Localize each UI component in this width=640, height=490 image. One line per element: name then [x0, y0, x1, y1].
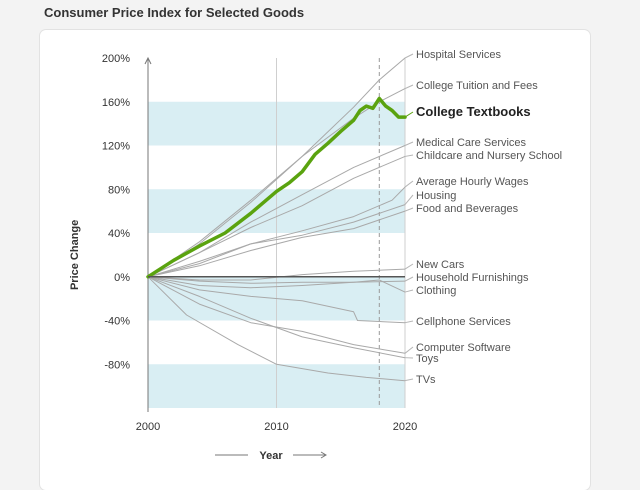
series-label: New Cars	[416, 259, 465, 271]
y-tick-label: -40%	[104, 316, 130, 328]
leader-line	[405, 155, 413, 156]
series-label: Childcare and Nursery School	[416, 150, 562, 162]
y-tick-label: 200%	[102, 53, 130, 65]
y-tick-label: 40%	[108, 228, 130, 240]
y-tick-label: 120%	[102, 141, 130, 153]
x-tick-label: 2010	[264, 421, 288, 433]
leader-line	[405, 208, 413, 211]
leader-line	[405, 195, 413, 205]
leader-line	[405, 290, 413, 292]
series-label: Housing	[416, 190, 456, 202]
x-axis-title: Year	[259, 450, 283, 462]
y-tick-label: -80%	[104, 359, 130, 371]
leader-line	[405, 347, 413, 353]
leader-line	[405, 321, 413, 323]
leader-line	[405, 85, 413, 89]
series-label: Clothing	[416, 285, 456, 297]
y-axis-title: Price Change	[69, 220, 81, 290]
leader-line	[405, 264, 413, 269]
leader-line	[405, 181, 413, 187]
cpi-line-chart: 200% 160% 120% 80% 40% 0% -40% -80% 2000 2010 2020…	[40, 30, 590, 490]
series-label: Household Furnishings	[416, 272, 529, 284]
leader-line	[405, 54, 413, 58]
leader-line	[405, 142, 413, 146]
series-label: Medical Care Services	[416, 137, 527, 149]
x-tick-label: 2000	[136, 421, 160, 433]
series-label: Cellphone Services	[416, 316, 511, 328]
series-label: Average Hourly Wages	[416, 176, 529, 188]
page-title: Consumer Price Index for Selected Goods	[44, 5, 304, 20]
leader-line	[405, 379, 413, 381]
series-label: Food and Beverages	[416, 203, 519, 215]
x-tick-label: 2020	[393, 421, 417, 433]
series-label: College Tuition and Fees	[416, 80, 538, 92]
series-label: TVs	[416, 374, 436, 386]
series-label: Hospital Services	[416, 49, 501, 61]
leader-line	[405, 277, 413, 281]
leader-line	[405, 112, 413, 117]
series-label: College Textbooks	[416, 104, 531, 119]
y-tick-label: 0%	[114, 272, 130, 284]
chart-card: 200% 160% 120% 80% 40% 0% -40% -80% 2000 2010 2020…	[40, 30, 590, 490]
y-tick-label: 160%	[102, 97, 130, 109]
y-tick-label: 80%	[108, 184, 130, 196]
series-label: Toys	[416, 353, 439, 365]
